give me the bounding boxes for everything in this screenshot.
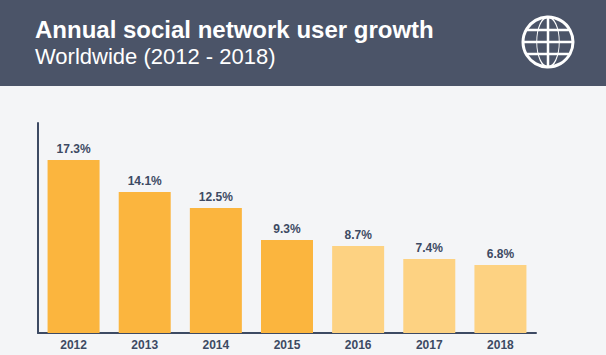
svg-text:7.4%: 7.4% [416, 241, 444, 255]
svg-text:9.3%: 9.3% [273, 222, 301, 236]
svg-text:2013: 2013 [131, 338, 158, 352]
svg-text:2015: 2015 [274, 338, 301, 352]
svg-text:2018: 2018 [487, 338, 514, 352]
svg-text:2014: 2014 [203, 338, 230, 352]
svg-text:Annual social network user gro: Annual social network user growth [35, 16, 434, 43]
svg-text:8.7%: 8.7% [344, 228, 372, 242]
svg-text:6.8%: 6.8% [487, 247, 515, 261]
svg-text:14.1%: 14.1% [128, 174, 162, 188]
svg-text:2017: 2017 [416, 338, 443, 352]
svg-text:Worldwide (2012 - 2018): Worldwide (2012 - 2018) [35, 44, 276, 69]
svg-text:12.5%: 12.5% [199, 190, 233, 204]
svg-text:2016: 2016 [345, 338, 372, 352]
svg-text:17.3%: 17.3% [57, 142, 91, 156]
svg-text:2012: 2012 [60, 338, 87, 352]
